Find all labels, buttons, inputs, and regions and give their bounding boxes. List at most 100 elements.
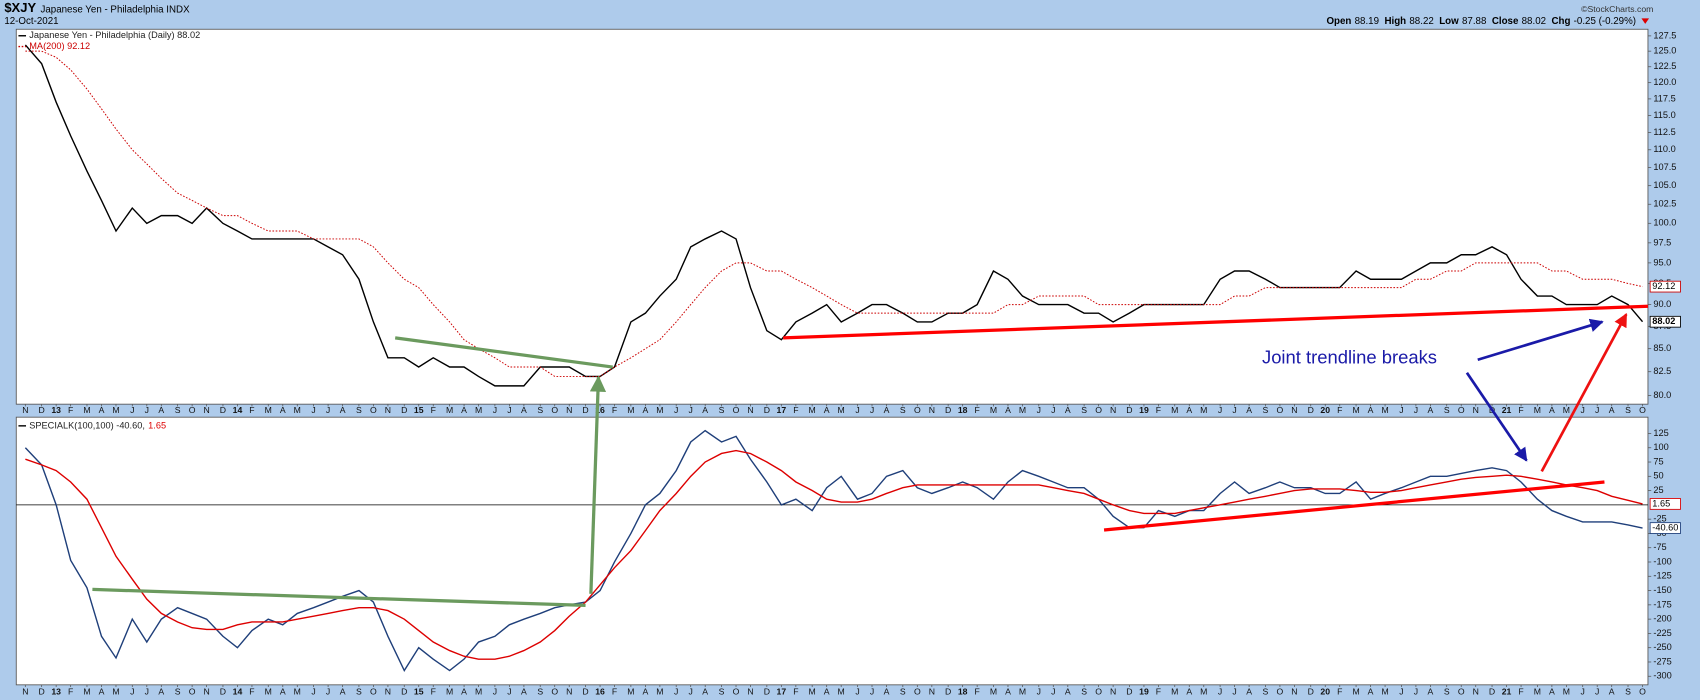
x-tick-label: A: [1005, 687, 1011, 697]
x-tick-label: M: [809, 687, 816, 697]
x-tick-label: A: [1065, 687, 1071, 697]
quote-value: -0.25 (-0.29%): [1574, 16, 1636, 27]
x-tick-label: S: [537, 405, 543, 415]
x-tick-label: D: [945, 687, 951, 697]
x-tick-label: F: [975, 405, 980, 415]
x-tick-label: O: [1639, 687, 1646, 697]
x-tick-label: F: [612, 687, 617, 697]
legend-label: MA(200) 92.12: [29, 41, 90, 51]
legend-label: Japanese Yen - Philadelphia (Daily) 88.0…: [29, 30, 200, 40]
credit: ©StockCharts.com: [1581, 4, 1653, 14]
x-tick-label: M: [446, 405, 453, 415]
y-tick-label: 115.0: [1653, 110, 1675, 120]
x-tick-label: O: [1095, 405, 1102, 415]
x-tick-label: A: [1246, 687, 1252, 697]
x-tick-label: M: [83, 687, 90, 697]
x-tick-label: 16: [595, 687, 605, 697]
x-tick-label: A: [1005, 405, 1011, 415]
x-tick-label: A: [1065, 405, 1071, 415]
x-tick-label: N: [747, 405, 753, 415]
x-tick-label: 13: [51, 687, 61, 697]
x-tick-label: D: [401, 405, 407, 415]
arrow: [1540, 313, 1628, 473]
x-tick-label: J: [1414, 405, 1418, 415]
x-tick-label: M: [112, 405, 119, 415]
y-tick-label: -225: [1653, 628, 1671, 638]
quote-label: Low: [1439, 16, 1459, 27]
x-tick-label: 21: [1502, 405, 1512, 415]
x-tick-label: M: [1534, 405, 1541, 415]
x-tick-label: J: [689, 405, 693, 415]
series-line: [24, 44, 1644, 387]
x-tick-label: A: [280, 405, 286, 415]
x-tick-label: J: [1581, 687, 1585, 697]
x-tick-label: F: [1518, 687, 1523, 697]
x-tick-label: D: [220, 405, 226, 415]
x-tick-label: D: [1126, 405, 1132, 415]
x-tick-label: S: [719, 405, 725, 415]
x-tick-label: S: [719, 687, 725, 697]
quote-value: 88.22: [1409, 16, 1433, 27]
x-tick-label: A: [1368, 687, 1374, 697]
y-tick-label: 80.0: [1653, 390, 1671, 400]
x-tick-label: S: [1444, 687, 1450, 697]
x-tick-label: N: [203, 687, 209, 697]
x-tick-label: M: [112, 687, 119, 697]
x-tick-label: 18: [958, 405, 968, 415]
y-tick-label: 112.5: [1653, 127, 1675, 137]
x-tick-label: 14: [233, 687, 243, 697]
x-tick-label: N: [385, 687, 391, 697]
y-tick-label: 107.5: [1653, 162, 1676, 172]
x-tick-label: S: [900, 687, 906, 697]
x-tick-label: O: [189, 405, 196, 415]
y-tick-label: 110.0: [1653, 144, 1675, 154]
x-tick-label: D: [1126, 687, 1132, 697]
x-tick-label: A: [1428, 405, 1434, 415]
x-tick-label: S: [175, 405, 181, 415]
change-indicator: [1641, 18, 1650, 24]
x-tick-label: M: [656, 687, 663, 697]
y-tick-label: -150: [1653, 585, 1671, 595]
x-tick-label: M: [446, 687, 453, 697]
x-tick-label: S: [356, 687, 362, 697]
y-tick-label: 120.0: [1653, 77, 1676, 87]
x-tick-label: O: [1639, 405, 1646, 415]
x-tick-label: J: [311, 405, 315, 415]
x-tick-label: A: [1609, 687, 1615, 697]
x-tick-label: A: [158, 687, 164, 697]
x-tick-label: M: [83, 405, 90, 415]
x-tick-label: M: [1534, 687, 1541, 697]
x-tick-label: J: [674, 405, 678, 415]
x-tick-label: D: [1308, 405, 1314, 415]
x-tick-label: F: [612, 405, 617, 415]
x-tick-label: A: [824, 405, 830, 415]
x-tick-label: M: [809, 405, 816, 415]
x-tick-label: 19: [1139, 405, 1149, 415]
x-tick-label: O: [733, 687, 740, 697]
x-tick-label: N: [566, 405, 572, 415]
x-tick-label: J: [311, 687, 315, 697]
arrow: [589, 375, 607, 594]
series-line: [25, 449, 1643, 660]
last-value-label: 88.02: [1652, 316, 1675, 326]
y-tick-label: 75: [1653, 456, 1663, 466]
last-value-label: 1.65: [1652, 498, 1670, 508]
x-tick-label: A: [1609, 405, 1615, 415]
x-tick-label: J: [870, 405, 874, 415]
x-tick-label: M: [1381, 405, 1388, 415]
x-tick-label: O: [1277, 405, 1284, 415]
trendline: [92, 587, 586, 608]
y-tick-label: -75: [1653, 542, 1666, 552]
x-tick-label: 17: [777, 405, 787, 415]
x-tick-label: F: [793, 687, 798, 697]
x-tick-label: N: [929, 405, 935, 415]
plot-area: 80.082.585.087.590.092.595.097.5100.0102…: [15, 28, 1681, 697]
x-tick-label: M: [627, 405, 634, 415]
x-tick-label: O: [1458, 687, 1465, 697]
x-tick-label: N: [22, 687, 28, 697]
y-tick-label: 102.5: [1653, 199, 1676, 209]
x-tick-label: M: [1171, 687, 1178, 697]
legend-label: 1.65: [148, 420, 166, 430]
x-tick-label: 20: [1320, 405, 1330, 415]
